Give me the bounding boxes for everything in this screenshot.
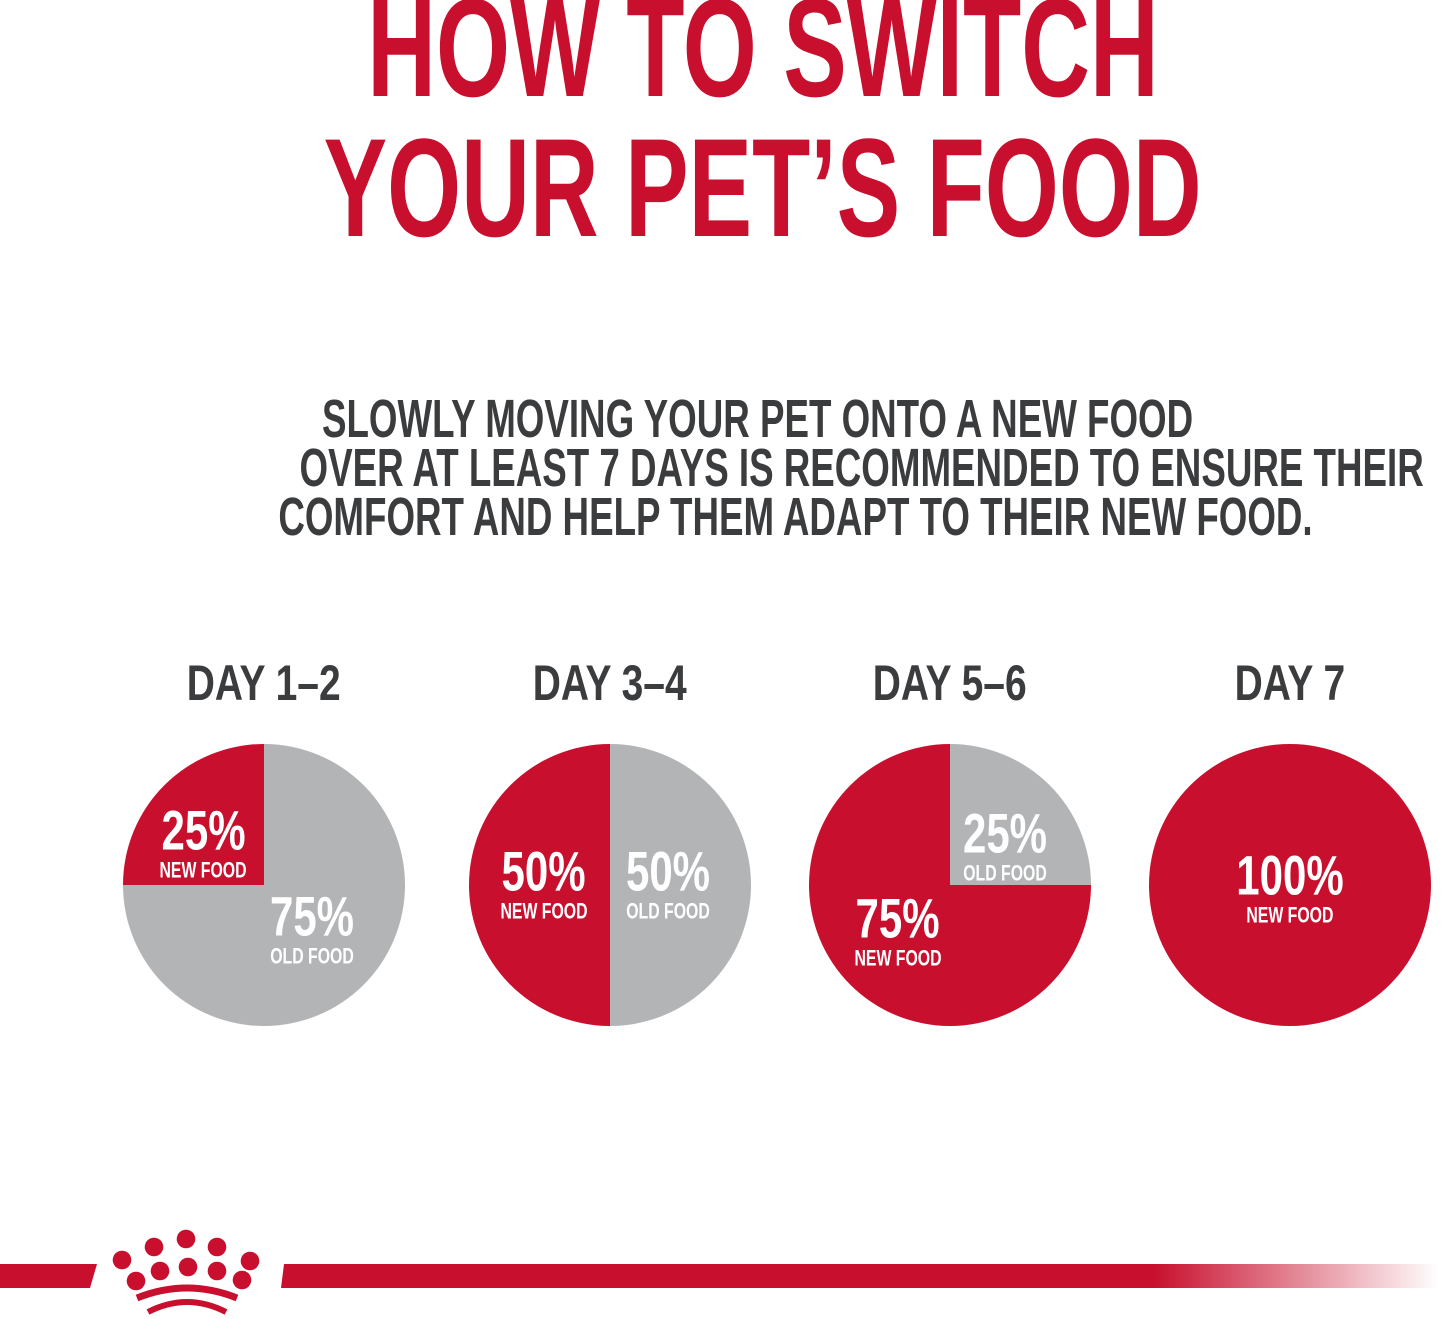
pie-group-day-7: DAY 7 100% NEW FOOD — [1140, 658, 1440, 1026]
page-title: HOW TO SWITCH YOUR PET’S FOOD — [40, 0, 1445, 258]
slice-label-new-food: 100% NEW FOOD — [1218, 843, 1361, 928]
pie-chart-day-5-6: 25% OLD FOOD 75% NEW FOOD — [809, 744, 1091, 1026]
slice-percent: 75% — [269, 884, 354, 948]
brand-stripe-right — [281, 1264, 1445, 1288]
pie-chart-day-1-2: 25% NEW FOOD 75% OLD FOOD — [123, 744, 405, 1026]
slice-name: NEW FOOD — [854, 945, 942, 971]
slice-name: NEW FOOD — [1246, 902, 1334, 928]
page-title-line-2: YOUR PET’S FOOD — [323, 109, 1202, 266]
page-title-line-1: HOW TO SWITCH — [366, 0, 1159, 126]
day-label: DAY 5–6 — [873, 655, 1027, 711]
slice-label-new-food: 75% NEW FOOD — [837, 886, 958, 971]
slice-name: NEW FOOD — [159, 857, 247, 883]
slice-label-old-food: 50% OLD FOOD — [610, 839, 726, 924]
slice-label-new-food: 25% NEW FOOD — [143, 798, 264, 883]
intro-text: SLOWLY MOVING YOUR PET ONTO A NEW FOOD O… — [35, 392, 1445, 544]
slice-label-old-food: 75% OLD FOOD — [254, 884, 370, 969]
pie-chart-day-3-4: 50% NEW FOOD 50% OLD FOOD — [469, 744, 751, 1026]
intro-text-line-1: SLOWLY MOVING YOUR PET ONTO A NEW FOOD — [321, 389, 1194, 449]
slice-label-new-food: 50% NEW FOOD — [483, 839, 604, 924]
slice-label-old-food: 25% OLD FOOD — [947, 801, 1063, 886]
slice-percent: 50% — [625, 839, 710, 903]
pie-group-day-1-2: DAY 1–2 25% NEW FOOD 75% OLD FOOD — [114, 658, 414, 1026]
slice-percent: 50% — [501, 839, 586, 903]
slice-name: OLD FOOD — [625, 898, 710, 924]
pie-group-day-3-4: DAY 3–4 50% NEW FOOD 50% OLD FOOD — [460, 658, 760, 1026]
day-label: DAY 3–4 — [533, 655, 687, 711]
day-label: DAY 1–2 — [187, 655, 341, 711]
pie-group-day-5-6: DAY 5–6 25% OLD FOOD 75% NEW FOOD — [800, 658, 1100, 1026]
slice-name: NEW FOOD — [500, 898, 588, 924]
royal-canin-crown-icon — [112, 1229, 260, 1315]
brand-stripe-left — [0, 1264, 97, 1288]
slice-percent: 25% — [161, 798, 246, 862]
slice-name: OLD FOOD — [270, 943, 354, 969]
intro-text-line-2: OVER AT LEAST 7 DAYS IS RECOMMENDED TO E… — [299, 438, 1424, 498]
slice-percent: 25% — [962, 801, 1048, 865]
day-label: DAY 7 — [1234, 655, 1346, 711]
intro-text-line-3: COMFORT AND HELP THEM ADAPT TO THEIR NEW… — [278, 487, 1313, 547]
pie-chart-day-7: 100% NEW FOOD — [1149, 744, 1431, 1026]
slice-name: OLD FOOD — [963, 860, 1047, 886]
slice-percent: 75% — [855, 886, 940, 950]
slice-percent: 100% — [1236, 843, 1344, 907]
